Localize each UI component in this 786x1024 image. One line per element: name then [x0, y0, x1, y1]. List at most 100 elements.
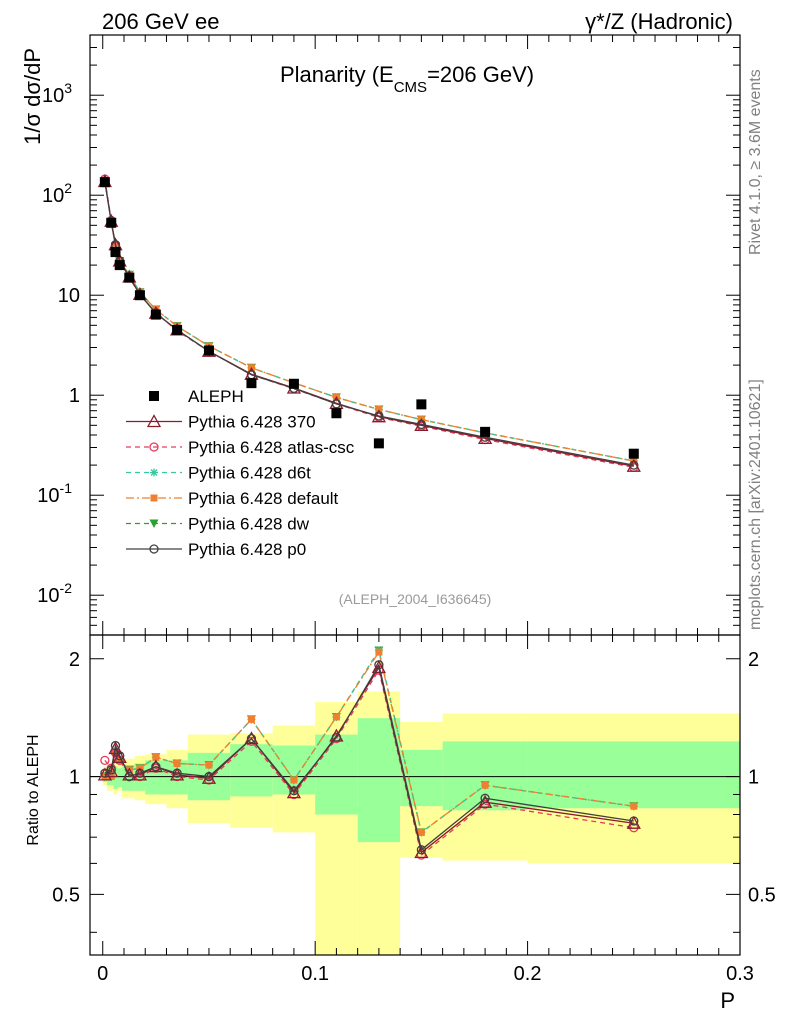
ratio-point-5 [374, 660, 384, 670]
data-point [150, 309, 161, 320]
ratio-line-5 [104, 663, 634, 851]
legend-label-data: ALEPH [188, 387, 244, 406]
data-point [416, 399, 427, 410]
data-point [288, 378, 299, 389]
stat-band [117, 768, 122, 788]
mcplots-label: mcplots.cern.ch [arXiv:2401.10621] [747, 379, 764, 630]
ratio-point-0 [201, 770, 217, 784]
ratio-point-0 [97, 767, 112, 781]
analysis-tag: (ALEPH_2004_I636645) [339, 591, 492, 607]
y-tick-exponent: -1 [60, 480, 73, 496]
ratio-point-5 [289, 786, 299, 796]
stat-band [121, 766, 124, 791]
ratio-tick-label: 2 [69, 649, 80, 671]
frames [89, 34, 741, 956]
chart-title: Planarity (ECMS=206 GeV) [280, 62, 534, 96]
data-point [246, 378, 257, 389]
ratio-point-0 [148, 759, 163, 773]
ratio-point-5 [124, 771, 134, 782]
series-point-5 [374, 411, 384, 421]
ratio-point-5 [115, 751, 125, 761]
series-line-0 [104, 181, 634, 467]
ratio-frame [89, 634, 741, 956]
ratio-point-5 [480, 793, 490, 803]
series-line-3 [104, 181, 634, 462]
legend-entry-4: Pythia 6.428 dw [126, 515, 310, 534]
legend-label: Pythia 6.428 dw [188, 515, 310, 534]
legend-marker [149, 442, 159, 452]
y-tick-base: 10 [42, 185, 64, 207]
y-tick-exponent: 2 [64, 180, 72, 196]
stat-band [123, 765, 135, 791]
legend-marker [150, 494, 158, 502]
ratio-point-3 [481, 781, 489, 789]
ratio-point-0 [244, 731, 259, 745]
y-tick-label: 10 [58, 285, 80, 307]
series-point-5 [629, 460, 639, 470]
legend-entry-1: Pythia 6.428 atlas-csc [126, 438, 355, 457]
stat-band [527, 741, 740, 809]
x-tick-label: 0 [97, 963, 108, 985]
legend-label: Pythia 6.428 p0 [188, 540, 306, 559]
series-point-5 [331, 399, 342, 409]
data-point [106, 217, 117, 228]
ratio-point-5 [629, 816, 639, 826]
chart-title-main: Planarity (E [280, 62, 394, 87]
ratio-point-3 [205, 761, 213, 769]
legend-label: Pythia 6.428 atlas-csc [188, 438, 355, 457]
y-tick-base: 10 [58, 285, 80, 307]
y-tick-exponent: -2 [60, 580, 73, 596]
y-axis-label: 1/σ dσ/dP [20, 48, 45, 145]
legend-label: Pythia 6.428 default [188, 489, 339, 508]
legend-entry-2: Pythia 6.428 d6t [126, 464, 311, 483]
ratio-point-0 [626, 815, 641, 829]
legend-marker-data [149, 391, 159, 401]
data-point [124, 272, 135, 283]
ratio-series [97, 646, 641, 860]
data-point [331, 408, 342, 419]
y-tick-base: 10 [37, 585, 59, 607]
data-point [480, 426, 491, 437]
y-tick-label: 10-1 [37, 480, 72, 507]
legend-entry-5: Pythia 6.428 p0 [126, 540, 306, 559]
legend-marker [150, 468, 158, 477]
ratio-y-axis-label: Ratio to ALEPH [25, 734, 42, 845]
x-tick-label: 0.3 [726, 963, 754, 985]
ratio-point-3 [417, 828, 425, 836]
ratio-point-5 [151, 762, 161, 772]
data-point [172, 324, 183, 335]
legend-entry-3: Pythia 6.428 default [126, 489, 339, 508]
ratio-point-5 [110, 740, 121, 751]
ratio-point-3 [375, 648, 383, 656]
legend-entry-data: ALEPH [149, 387, 244, 406]
y-tick-base: 10 [42, 85, 64, 107]
y-tick-label: 1 [69, 385, 80, 407]
x-tick-label: 0.1 [301, 963, 329, 985]
series-point-0 [626, 458, 641, 472]
data-point [99, 177, 110, 188]
ratio-point-0 [112, 749, 127, 763]
stat-band [400, 749, 443, 807]
ratio-tick-label: 0.5 [52, 884, 80, 906]
data-point [114, 260, 125, 271]
ratio-point-5 [172, 768, 182, 778]
series-line-4 [104, 181, 634, 462]
stat-band [357, 718, 401, 843]
data-point [373, 438, 384, 449]
y-tick-label: 10-2 [37, 580, 72, 607]
stat-band [315, 734, 358, 815]
main-series [97, 174, 641, 472]
series-line-5 [104, 181, 634, 466]
y-tick-base: 10 [37, 485, 59, 507]
legend-marker [149, 519, 159, 528]
ratio-point-3 [630, 802, 638, 810]
legend: ALEPH Pythia 6.428 370 Pythia 6.428 atlas-… [126, 387, 355, 559]
ratio-point-3 [332, 713, 340, 721]
series-line-2 [104, 181, 634, 462]
ratio-point-3 [152, 753, 160, 761]
ratio-tick-label: 1 [69, 767, 80, 789]
ratio-point-5 [204, 771, 214, 782]
ratio-point-5 [135, 768, 145, 778]
rivet-label: Rivet 4.1.0, ≥ 3.6M events [747, 69, 764, 255]
